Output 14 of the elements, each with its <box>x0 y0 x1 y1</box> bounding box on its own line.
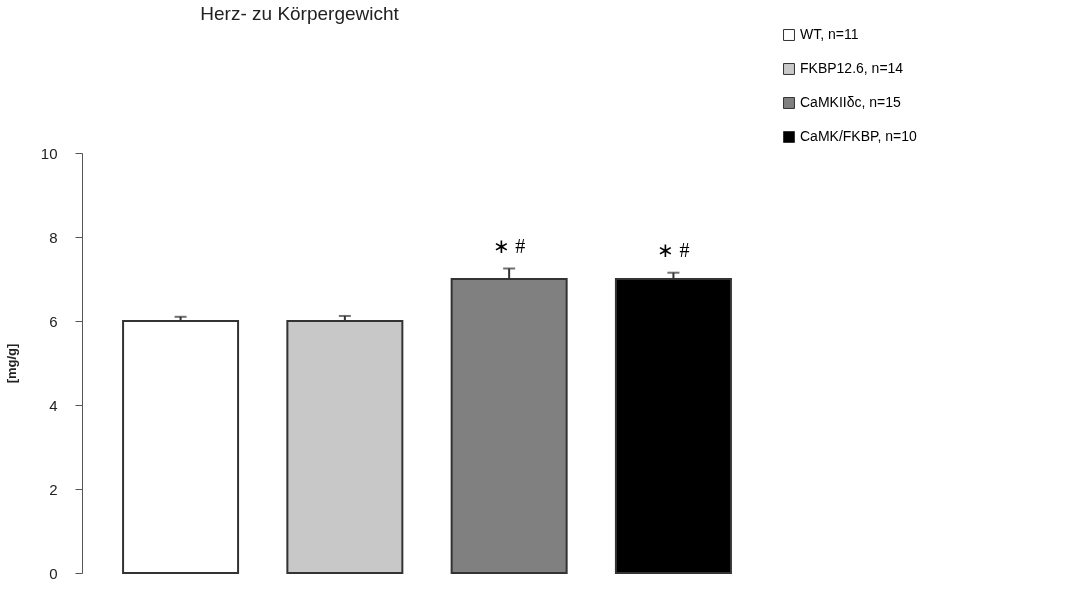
y-axis-title: [mg/g] <box>3 343 19 384</box>
legend-label: FKBP12.6, n=14 <box>800 60 904 76</box>
data-label: ∗ # <box>657 238 690 261</box>
legend-label: CaMK/FKBP, n=10 <box>800 128 918 144</box>
y-tick-label: 6 <box>49 312 58 330</box>
chart-title: Herz- zu Körpergewicht <box>200 3 400 24</box>
y-tick-label: 8 <box>49 228 58 246</box>
legend-label: CaMKIIδc, n=15 <box>800 94 901 110</box>
y-tick-label: 0 <box>49 564 58 582</box>
data-label: ∗ # <box>493 234 526 257</box>
y-tick-label: 2 <box>49 480 58 498</box>
y-tick-label: 10 <box>40 144 58 162</box>
y-tick-label: 4 <box>49 396 58 414</box>
legend-label: WT, n=11 <box>800 26 859 42</box>
